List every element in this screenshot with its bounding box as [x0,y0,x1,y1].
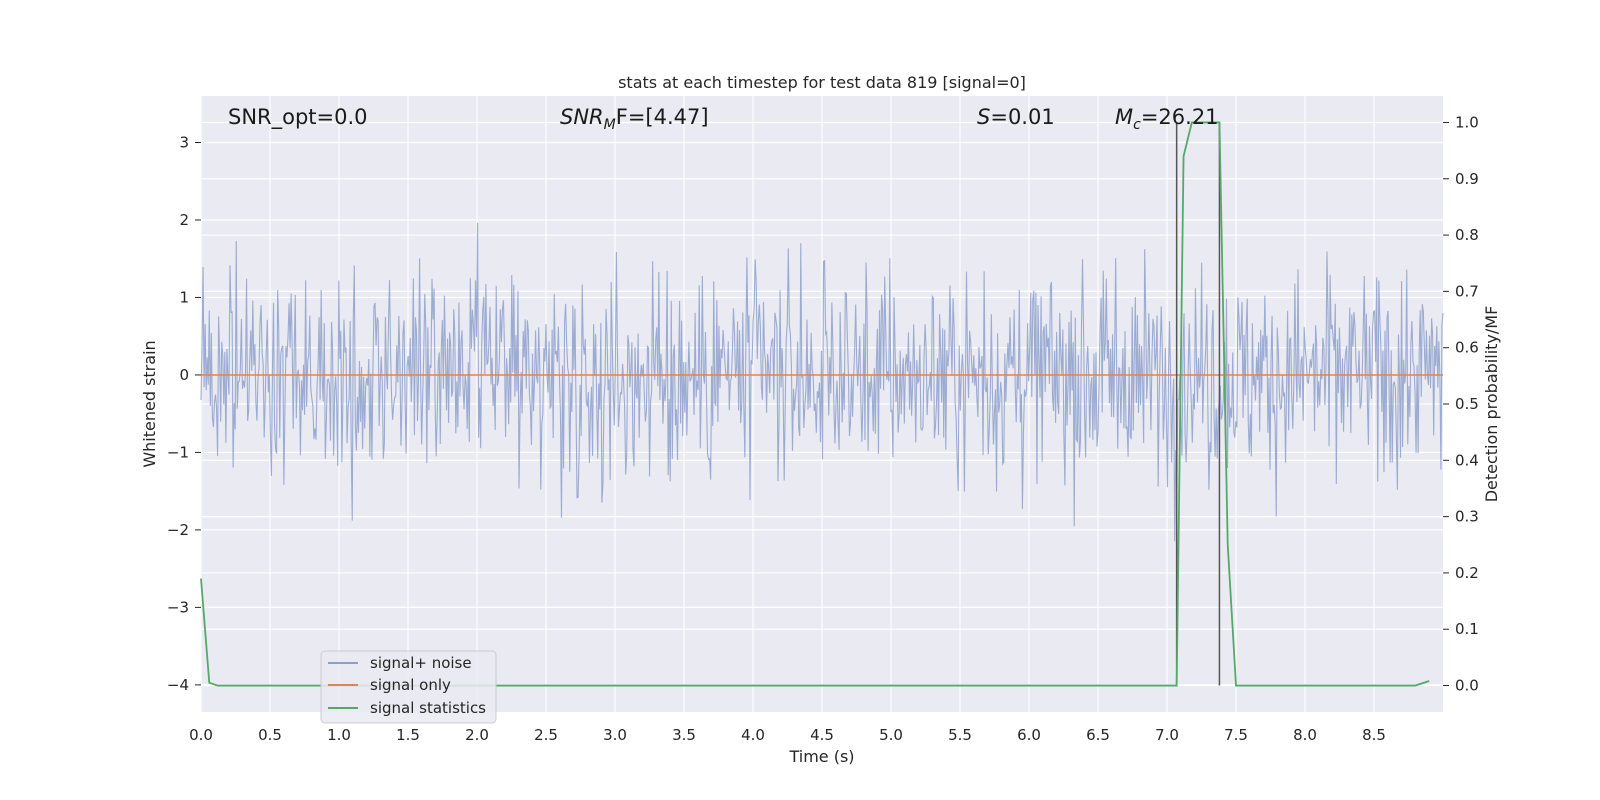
x-tick-label: 5.0 [879,726,903,744]
annotation-mc-main: M [1115,105,1133,129]
y2-tick-label: 0.4 [1455,451,1479,469]
x-tick-label: 2.5 [534,726,558,744]
annotation-s-rest: =0.01 [990,105,1054,129]
y-tick-label: 2 [179,211,189,229]
y2-tick-label: 1.0 [1455,113,1479,131]
y-tick-label: −2 [167,521,189,539]
y-tick-label: 1 [179,288,189,306]
x-tick-label: 1.5 [396,726,420,744]
x-tick-label: 5.5 [948,726,972,744]
x-tick-label: 0.5 [258,726,282,744]
x-tick-label: 0.0 [189,726,213,744]
x-tick-label: 6.0 [1017,726,1041,744]
annotation-mc-sub: c [1133,117,1141,133]
annotation-snr-opt: SNR_opt=0.0 [228,105,368,130]
x-tick-label: 1.0 [327,726,351,744]
legend-label-signal-only: signal only [370,676,451,694]
y2-axis-title: Detection probability/MF [1482,306,1501,503]
x-tick-label: 7.5 [1224,726,1248,744]
y2-tick-label: 0.9 [1455,170,1479,188]
x-tick-label: 8.0 [1293,726,1317,744]
y-tick-label: 3 [179,133,189,151]
x-tick-label: 3.0 [603,726,627,744]
legend-box [320,650,497,724]
y-tick-label: −3 [167,598,189,616]
annotation-snr-mf-main: SNR [560,105,604,129]
x-tick-label: 7.0 [1155,726,1179,744]
series-signal-statistics [200,121,1430,687]
x-tick-label: 4.5 [810,726,834,744]
x-tick-label: 2.0 [465,726,489,744]
legend-label-signal-noise: signal+ noise [370,654,472,672]
legend-label-signal-statistics: signal statistics [370,699,486,717]
vertical-markers [1175,122,1221,686]
legend: signal+ noise signal only signal statist… [320,650,497,724]
y-tick-label: −1 [167,443,189,461]
y-tick-label: 0 [179,366,189,384]
x-tick-label: 8.5 [1362,726,1386,744]
annotation-snr-mf-rest: F=[4.47] [616,105,709,129]
y2-tick-label: 0.2 [1455,564,1479,582]
y2-tick-label: 0.5 [1455,395,1479,413]
y-tick-label: −4 [167,676,189,694]
x-tick-label: 6.5 [1086,726,1110,744]
series-signal-noise [200,222,1444,542]
x-tick-label: 3.5 [672,726,696,744]
x-axis-title: Time (s) [788,747,854,766]
y2-tick-labels: 1.0 0.9 0.8 0.7 0.6 0.5 0.4 0.3 0.2 0.1 0.0 [1443,113,1479,695]
x-tick-label: 4.0 [741,726,765,744]
y2-tick-label: 0.0 [1455,677,1479,695]
y2-tick-label: 0.7 [1455,282,1479,300]
x-tick-labels: 0.0 0.5 1.0 1.5 2.0 2.5 3.0 3.5 4.0 4.5 5.0 5.5 6.0 6… [189,726,1386,744]
annotation-mc: Mc=26.21 [1115,105,1219,133]
y2-tick-label: 0.3 [1455,508,1479,526]
signal-noise-line [200,222,1444,542]
annotation-s: S=0.01 [977,105,1055,129]
y-tick-labels: 3 2 1 0 −1 −2 −3 −4 [167,133,201,694]
y2-tick-label: 0.8 [1455,226,1479,244]
annotation-s-main: S [977,105,990,129]
chart-title: stats at each timestep for test data 819… [618,73,1026,92]
annotation-snr-mf-sub: M [604,117,616,133]
y2-tick-label: 0.6 [1455,339,1479,357]
y2-tick-label: 0.1 [1455,620,1479,638]
annotation-mc-rest: =26.21 [1141,105,1219,129]
signal-statistics-line [200,121,1430,687]
annotation-snr-mf: SNRMF=[4.47] [560,105,709,133]
y-axis-title: Whitened strain [140,340,159,467]
